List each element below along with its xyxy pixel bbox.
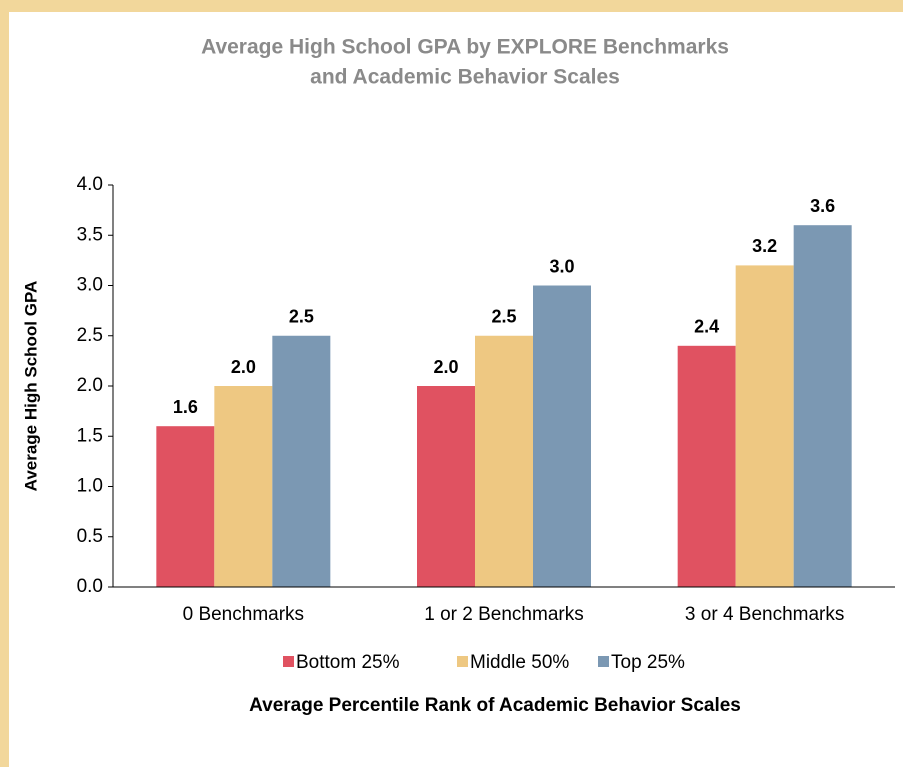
legend-label: Middle 50% bbox=[470, 652, 569, 673]
x-tick-label: 3 or 4 Benchmarks bbox=[685, 604, 844, 625]
y-tick-label: 4.0 bbox=[77, 174, 103, 195]
legend-swatch bbox=[598, 656, 609, 667]
bar bbox=[272, 335, 331, 587]
legend-swatch bbox=[283, 656, 294, 667]
value-label: 3.2 bbox=[752, 236, 777, 256]
y-tick-label: 0.0 bbox=[77, 576, 103, 597]
legend-label: Top 25% bbox=[611, 652, 685, 673]
y-tick-label: 1.0 bbox=[77, 476, 103, 497]
value-label: 1.6 bbox=[173, 397, 198, 417]
x-tick-label: 0 Benchmarks bbox=[183, 604, 304, 625]
bar bbox=[793, 225, 852, 587]
y-tick-label: 2.5 bbox=[77, 325, 103, 346]
y-tick-label: 1.5 bbox=[77, 425, 103, 446]
y-tick-label: 0.5 bbox=[77, 526, 103, 547]
y-axis-title: Average High School GPA bbox=[21, 281, 40, 492]
value-label: 2.0 bbox=[231, 357, 256, 377]
value-label: 2.5 bbox=[491, 307, 516, 327]
legend-swatch bbox=[457, 656, 468, 667]
bar bbox=[677, 345, 736, 587]
chart-title: and Academic Behavior Scales bbox=[310, 66, 620, 89]
frame-left bbox=[0, 0, 9, 767]
bar bbox=[214, 386, 273, 587]
bar bbox=[417, 386, 475, 587]
value-label: 2.4 bbox=[694, 317, 719, 337]
x-tick-label: 1 or 2 Benchmarks bbox=[424, 604, 583, 625]
bar bbox=[475, 335, 533, 587]
value-label: 3.6 bbox=[810, 196, 835, 216]
bar bbox=[735, 265, 794, 587]
y-tick-label: 3.0 bbox=[77, 275, 103, 296]
y-tick-label: 3.5 bbox=[77, 224, 103, 245]
frame-top bbox=[0, 0, 903, 12]
legend-label: Bottom 25% bbox=[296, 652, 400, 673]
y-tick-label: 2.0 bbox=[77, 375, 103, 396]
bar bbox=[156, 426, 215, 587]
chart-title: Average High School GPA by EXPLORE Bench… bbox=[201, 36, 729, 59]
value-label: 2.0 bbox=[433, 357, 458, 377]
bar bbox=[533, 285, 591, 587]
value-label: 2.5 bbox=[289, 307, 314, 327]
value-label: 3.0 bbox=[549, 256, 574, 276]
x-axis-title: Average Percentile Rank of Academic Beha… bbox=[249, 695, 741, 716]
